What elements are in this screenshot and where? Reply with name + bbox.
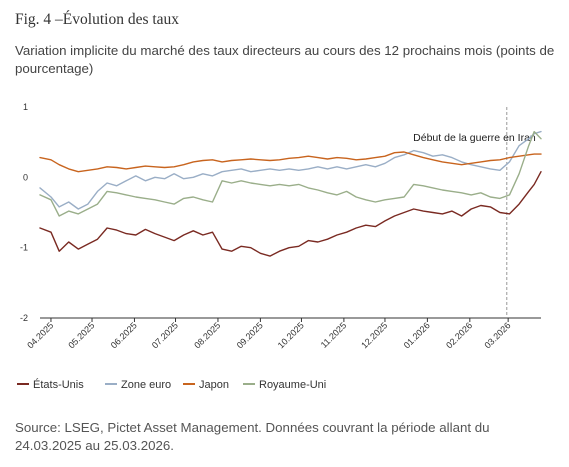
y-tick-label: 1 (23, 102, 28, 112)
x-tick-label: 02.2026 (444, 320, 474, 350)
figure-subtitle: Variation implicite du marché des taux d… (15, 43, 555, 76)
legend-label: Zone euro (121, 379, 171, 391)
x-tick-label: 04.2025 (25, 320, 55, 350)
x-axis: 04.2025 05.2025 06.2025 07.2025 08.2025 09.20… (25, 317, 541, 350)
legend-label: Royaume-Uni (259, 379, 326, 391)
series-line-royaume-uni (39, 130, 542, 217)
legend-label: Japon (199, 379, 229, 391)
y-tick-label: 0 (23, 172, 28, 182)
legend: États-Unis Zone euro Japon Royaume-Uni (17, 378, 326, 391)
x-tick-label: 12.2025 (359, 320, 389, 350)
series-line-etats-unis (39, 170, 542, 257)
x-tick-label: 09.2025 (235, 320, 265, 350)
series-line-japon (39, 151, 542, 173)
y-tick-label: -1 (20, 243, 28, 253)
y-axis: -2 -1 0 1 (20, 102, 28, 323)
source-note: Source: LSEG, Pictet Asset Management. D… (15, 420, 490, 453)
figure-title: Fig. 4 –Évolution des taux (15, 11, 180, 28)
x-tick-label: 06.2025 (109, 320, 139, 350)
x-tick-label: 11.2025 (319, 320, 349, 350)
x-tick-label: 10.2025 (276, 320, 306, 350)
x-tick-label: 05.2025 (66, 320, 96, 350)
x-tick-label: 01.2026 (402, 320, 432, 350)
x-tick-label: 08.2025 (192, 320, 222, 350)
series-lines (39, 130, 542, 257)
x-tick-label: 03.2026 (482, 320, 512, 350)
legend-label: États-Unis (33, 378, 84, 391)
y-tick-label: -2 (20, 313, 28, 323)
annotation-label: Début de la guerre en Iran (413, 132, 536, 144)
x-tick-label: 07.2025 (150, 320, 180, 350)
series-line-zone-euro (39, 130, 542, 210)
war-annotation: Début de la guerre en Iran (413, 107, 536, 318)
